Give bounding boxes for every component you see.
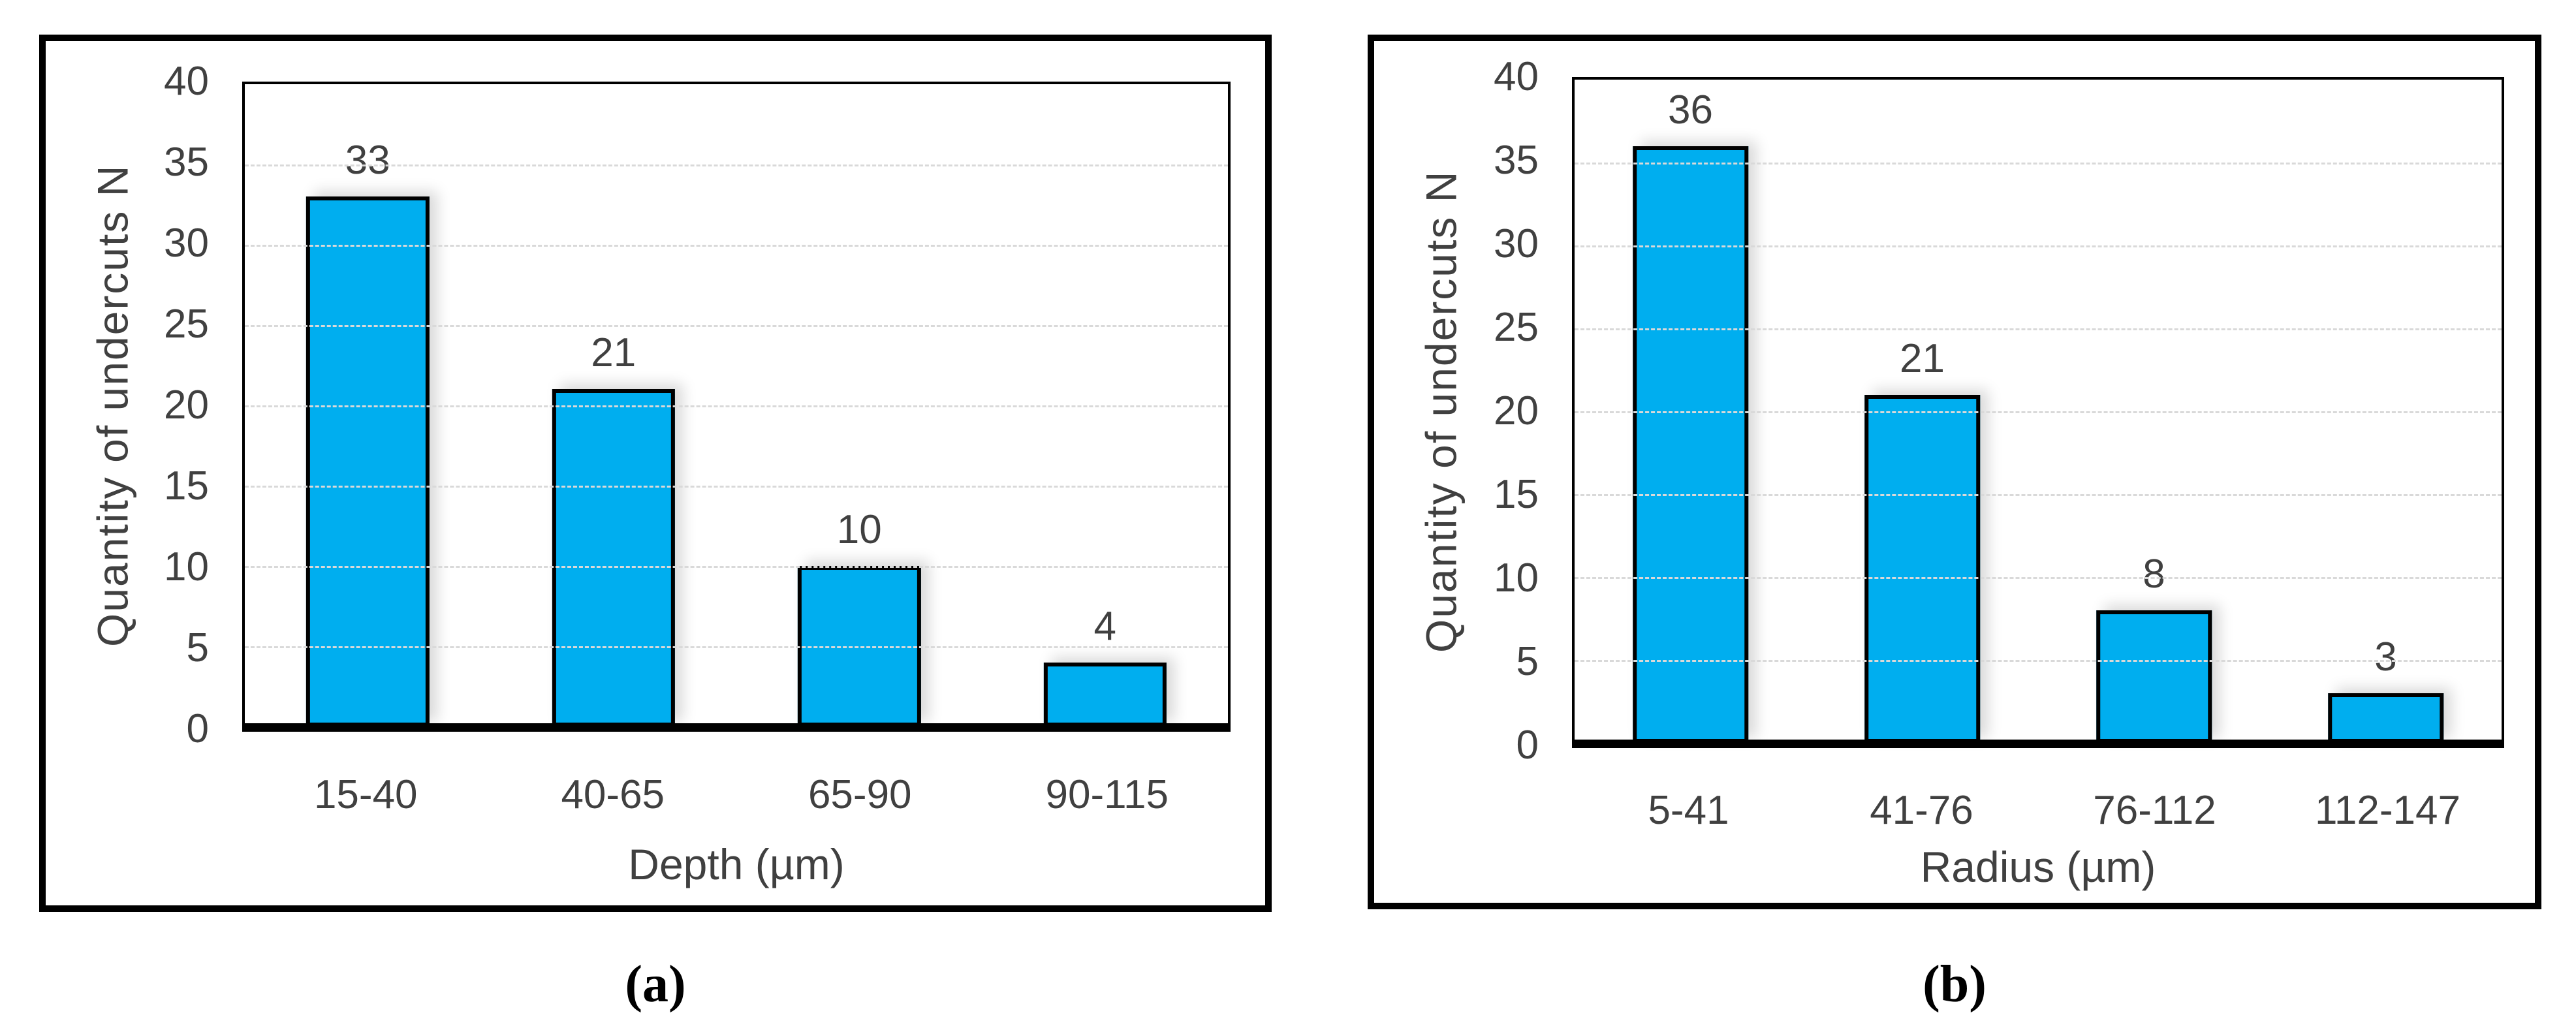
plot-area: 33 21 10 4 (242, 82, 1231, 732)
gridline-20 (1575, 411, 2502, 413)
y-tick-label-5: 5 (186, 625, 209, 670)
x-axis-line (242, 723, 1231, 732)
gridline-5 (1575, 660, 2502, 662)
y-tick-label-40: 40 (1494, 54, 1539, 99)
bar-slot: 33 (245, 84, 491, 727)
bar-76-112 (2096, 610, 2212, 743)
subfigure-caption-a: (a) (625, 956, 686, 1013)
gridline-35 (1575, 163, 2502, 164)
x-axis-title: Radius (µm) (1920, 843, 2156, 891)
y-tick-label-30: 30 (1494, 221, 1539, 266)
bar-slot: 21 (1806, 80, 2038, 743)
gridline-10 (1575, 577, 2502, 579)
bar-value-label: 3 (2374, 634, 2397, 680)
x-axis-tick-labels: 5-41 41-76 76-112 112-147 (1572, 790, 2504, 831)
y-tick-label-20: 20 (164, 383, 209, 428)
bar-slot: 21 (491, 84, 737, 727)
gridline-15 (1575, 494, 2502, 496)
bar-90-115 (1043, 662, 1167, 727)
y-tick-label-40: 40 (164, 59, 209, 104)
bar-40-65 (552, 389, 675, 727)
x-tick-label-90-115: 90-115 (1045, 772, 1169, 817)
bar-41-76 (1864, 394, 1981, 743)
bar-5-41 (1632, 146, 1749, 743)
gridline-30 (245, 245, 1228, 247)
bar-value-label: 36 (1668, 87, 1713, 133)
x-tick-label-5-41: 5-41 (1648, 788, 1729, 833)
y-tick-label-0: 0 (186, 706, 209, 751)
bar-slot: 8 (2038, 80, 2270, 743)
y-tick-label-15: 15 (164, 463, 209, 508)
x-axis-title: Depth (µm) (628, 840, 845, 888)
x-tick-label-76-112: 76-112 (2093, 788, 2216, 833)
x-tick-label-15-40: 15-40 (313, 772, 418, 817)
chart-panel-b: Quantity of undercuts N 0 5 10 15 20 25 30 35 40… (1368, 35, 2541, 909)
y-tick-label-35: 35 (1494, 138, 1539, 183)
x-tick-label-41-76: 41-76 (1870, 788, 1973, 833)
gridline-35 (245, 164, 1228, 166)
gridline-10 (245, 566, 1228, 568)
bar-value-label: 10 (836, 507, 882, 552)
y-tick-label-10: 10 (1494, 555, 1539, 601)
x-tick-label-112-147: 112-147 (2315, 788, 2460, 833)
bar-value-label: 4 (1093, 603, 1116, 649)
bar-value-label: 33 (345, 138, 390, 183)
y-tick-label-25: 25 (164, 302, 209, 347)
gridline-20 (245, 405, 1228, 407)
gridline-30 (1575, 245, 2502, 247)
y-tick-label-25: 25 (1494, 305, 1539, 350)
plot-area: 36 21 8 3 (1572, 77, 2504, 748)
y-tick-label-15: 15 (1494, 472, 1539, 517)
gridline-5 (245, 646, 1228, 648)
y-axis-tick-labels: 0 5 10 15 20 25 30 35 40 (1374, 57, 1539, 766)
x-tick-label-40-65: 40-65 (561, 772, 665, 817)
gridline-25 (245, 325, 1228, 327)
x-tick-label-65-90: 65-90 (808, 772, 912, 817)
y-tick-label-5: 5 (1516, 639, 1539, 684)
x-axis-tick-labels: 15-40 40-65 65-90 90-115 (242, 775, 1231, 815)
bar-value-label: 21 (591, 330, 636, 376)
y-axis-tick-labels: 0 5 10 15 20 25 30 35 40 (46, 61, 209, 749)
chart-panel-a: Quantity of undercuts N 0 5 10 15 20 25 30 35 40… (39, 35, 1272, 912)
x-axis-line (1572, 740, 2504, 748)
gridline-15 (245, 486, 1228, 488)
bar-value-label: 8 (2143, 551, 2165, 597)
y-tick-label-35: 35 (164, 140, 209, 185)
y-tick-label-10: 10 (164, 544, 209, 589)
gridline-25 (1575, 328, 2502, 330)
bar-value-label: 21 (1900, 336, 1945, 381)
y-tick-label-20: 20 (1494, 388, 1539, 433)
bar-112-147 (2327, 693, 2444, 743)
bar-series: 33 21 10 4 (245, 84, 1228, 727)
subfigure-caption-b: (b) (1923, 956, 1987, 1013)
y-tick-label-30: 30 (164, 221, 209, 266)
y-tick-label-0: 0 (1516, 723, 1539, 768)
bar-15-40 (306, 196, 430, 727)
